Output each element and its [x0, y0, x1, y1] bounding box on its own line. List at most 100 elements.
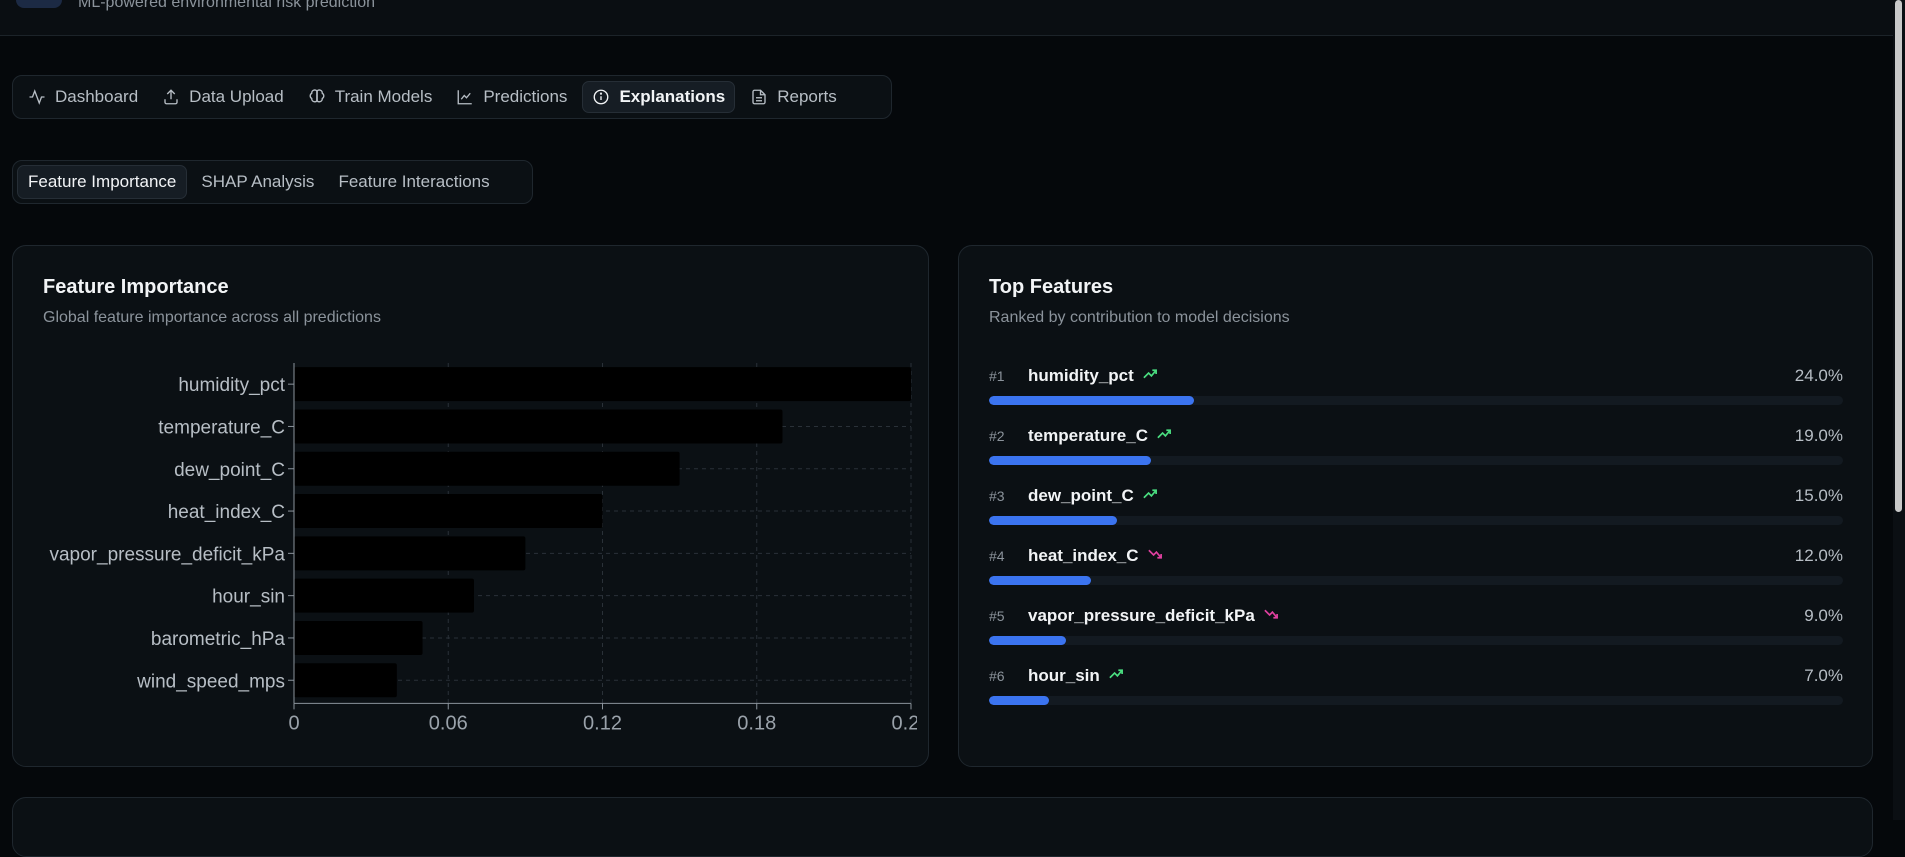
importance-bar-fill: [989, 576, 1092, 585]
card-title: Feature Importance: [43, 276, 229, 298]
next-section-card: [12, 797, 1873, 857]
trend-down-icon: [1263, 606, 1279, 627]
feature-rank: #4: [989, 548, 1005, 564]
importance-bar-fill: [989, 396, 1194, 405]
trend-up-icon: [1108, 666, 1124, 687]
tab-feature-importance[interactable]: Feature Importance: [17, 165, 188, 199]
importance-bar-fill: [989, 516, 1118, 525]
importance-bar-track: [989, 636, 1843, 645]
trend-down-icon: [1147, 546, 1163, 567]
nav-predictions[interactable]: Predictions: [447, 82, 576, 112]
feature-name: vapor_pressure_deficit_kPa: [1028, 606, 1279, 627]
chart-svg: 0 0.06 0.12 0.18 0.24 humidity_pct temperature…: [49, 363, 917, 731]
feature-row: #1 humidity_pct 24.0%: [989, 363, 1843, 413]
feature-row: #2 temperature_C 19.0%: [989, 423, 1843, 473]
activity-icon: [29, 89, 45, 105]
feature-name-text: humidity_pct: [1028, 366, 1134, 385]
y-tick-label: dew_point_C: [174, 460, 285, 481]
feature-name: dew_point_C: [1028, 486, 1158, 507]
feature-rank: #3: [989, 488, 1005, 504]
brain-icon: [309, 89, 325, 103]
card-title: Top Features: [989, 276, 1114, 298]
y-tick-label: heat_index_C: [168, 502, 285, 523]
nav-reports-label: Reports: [777, 87, 837, 106]
nav-dashboard[interactable]: Dashboard: [19, 82, 147, 112]
feature-importance-chart: 0 0.06 0.12 0.18 0.24 humidity_pct temperature…: [37, 351, 917, 731]
importance-bar-track: [989, 696, 1843, 705]
bar-wind_speed_mps: [294, 663, 397, 698]
x-tick-label: 0.06: [429, 712, 468, 731]
page-scrollbar[interactable]: [1893, 0, 1905, 820]
feature-rank: #2: [989, 428, 1005, 444]
nav-data-upload[interactable]: Data Upload: [153, 82, 293, 112]
app-header: ML-powered environmental risk prediction: [0, 0, 1893, 36]
card-description: Ranked by contribution to model decision…: [989, 309, 1290, 326]
feature-percent: 12.0%: [1794, 546, 1843, 565]
card-description: Global feature importance across all pre…: [43, 309, 381, 326]
feature-name: heat_index_C: [1028, 546, 1163, 567]
feature-row: #5 vapor_pressure_deficit_kPa 9.0%: [989, 603, 1843, 653]
trend-up-icon: [1142, 486, 1158, 507]
top-features-card: Top Features Ranked by contribution to m…: [958, 245, 1873, 767]
importance-bar-track: [989, 516, 1843, 525]
scrollbar-thumb[interactable]: [1895, 0, 1902, 512]
feature-rank: #1: [989, 368, 1005, 384]
line-chart-icon: [457, 90, 473, 105]
nav-explanations-label: Explanations: [619, 87, 726, 106]
importance-bar-fill: [989, 636, 1066, 645]
feature-percent: 9.0%: [1804, 606, 1843, 625]
nav-train-models[interactable]: Train Models: [299, 82, 442, 112]
feature-percent: 24.0%: [1794, 366, 1843, 385]
file-text-icon: [752, 89, 766, 105]
trend-up-icon: [1156, 426, 1172, 447]
feature-name-text: dew_point_C: [1028, 486, 1134, 505]
feature-name: hour_sin: [1028, 666, 1124, 687]
feature-rank: #6: [989, 668, 1005, 684]
feature-name-text: temperature_C: [1028, 426, 1148, 445]
y-tick-label: wind_speed_mps: [136, 671, 285, 692]
importance-bar-track: [989, 456, 1843, 465]
feature-row: #3 dew_point_C 15.0%: [989, 483, 1843, 533]
y-tick-label: barometric_hPa: [151, 629, 286, 650]
x-tick-label: 0.12: [583, 712, 622, 731]
y-tick-label: hour_sin: [212, 587, 285, 608]
feature-rank: #5: [989, 608, 1005, 624]
y-tick-label: temperature_C: [158, 417, 285, 438]
feature-importance-card: Feature Importance Global feature import…: [12, 245, 929, 767]
nav-predictions-label: Predictions: [483, 87, 568, 106]
feature-name-text: vapor_pressure_deficit_kPa: [1028, 606, 1255, 625]
nav-train-models-label: Train Models: [334, 87, 433, 106]
feature-name-text: heat_index_C: [1028, 546, 1139, 565]
nav-reports[interactable]: Reports: [741, 82, 846, 112]
nav-explanations[interactable]: Explanations: [582, 81, 736, 113]
importance-bar-track: [989, 576, 1843, 585]
x-tick-label: 0.18: [737, 712, 776, 731]
feature-name: temperature_C: [1028, 426, 1172, 447]
nav-dashboard-label: Dashboard: [55, 87, 139, 106]
app-logo: [16, 0, 62, 8]
bar-temperature_C: [294, 409, 783, 444]
upload-icon: [164, 89, 178, 105]
info-icon: [594, 89, 609, 105]
trend-up-icon: [1142, 366, 1158, 387]
feature-percent: 7.0%: [1804, 666, 1843, 685]
x-tick-label: 0: [288, 712, 299, 731]
feature-row: #6 hour_sin 7.0%: [989, 663, 1843, 713]
bar-hour_sin: [294, 578, 474, 613]
bar-dew_point_C: [294, 451, 680, 486]
y-tick-label: vapor_pressure_deficit_kPa: [49, 544, 285, 565]
feature-row: #4 heat_index_C 12.0%: [989, 543, 1843, 593]
app-subtitle: ML-powered environmental risk prediction: [78, 0, 376, 11]
bar-vapor_pressure_deficit_kPa: [294, 536, 526, 571]
bar-humidity_pct: [294, 367, 911, 402]
y-tick-label: humidity_pct: [178, 375, 285, 396]
tab-shap-analysis[interactable]: SHAP Analysis: [201, 172, 315, 191]
importance-bar-fill: [989, 696, 1049, 705]
main-nav: Dashboard Data Upload Train Models Predi…: [12, 75, 892, 119]
x-tick-label: 0.24: [892, 712, 917, 731]
feature-name: humidity_pct: [1028, 366, 1158, 387]
feature-name-text: hour_sin: [1028, 666, 1100, 685]
bar-barometric_hPa: [294, 620, 423, 655]
importance-bar-fill: [989, 456, 1152, 465]
tab-feature-interactions[interactable]: Feature Interactions: [338, 172, 490, 191]
